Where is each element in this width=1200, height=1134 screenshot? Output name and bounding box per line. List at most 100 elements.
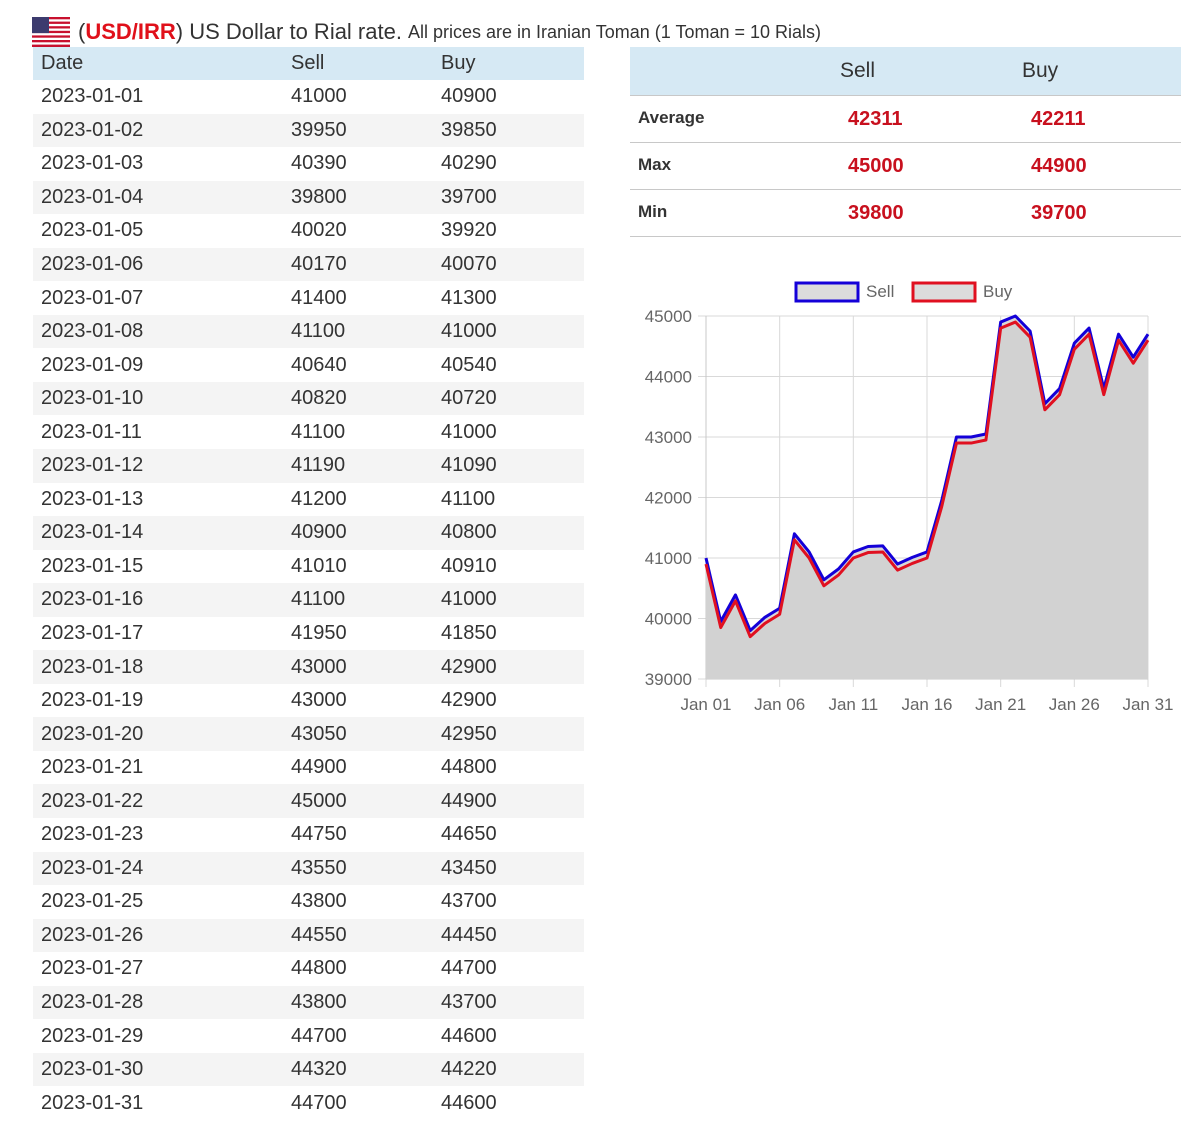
x-tick-label: Jan 06 bbox=[754, 695, 805, 714]
stats-buy-value: 44900 bbox=[1022, 142, 1181, 190]
buy-cell: 44900 bbox=[433, 784, 584, 819]
table-row: 2023-01-19 43000 42900 bbox=[33, 684, 584, 718]
table-row: 2023-01-27 44800 44700 bbox=[33, 952, 584, 986]
buy-cell: 42950 bbox=[433, 717, 584, 751]
buy-cell: 44600 bbox=[441, 1024, 497, 1047]
y-tick-label: 39000 bbox=[645, 670, 692, 689]
stats-row-min: Min 39800 39700 bbox=[630, 189, 1181, 237]
table-row: 2023-01-12 41190 41090 bbox=[33, 449, 584, 483]
currency-code: USD/IRR bbox=[85, 19, 176, 44]
date-cell: 2023-01-04 bbox=[33, 180, 283, 215]
sell-cell: 44750 bbox=[291, 823, 347, 846]
buy-cell: 43700 bbox=[441, 890, 497, 913]
series-area-buy bbox=[706, 322, 1148, 679]
date-cell: 2023-01-13 bbox=[41, 487, 144, 510]
table-row: 2023-01-26 44550 44450 bbox=[33, 918, 584, 953]
legend-swatch-buy bbox=[911, 281, 977, 303]
date-cell: 2023-01-05 bbox=[41, 219, 144, 242]
buy-cell: 40720 bbox=[433, 381, 584, 416]
sell-cell: 41100 bbox=[291, 420, 346, 443]
date-cell: 2023-01-18 bbox=[33, 650, 283, 684]
y-tick-label: 41000 bbox=[645, 549, 692, 568]
sell-cell: 41100 bbox=[283, 314, 433, 349]
buy-cell: 40070 bbox=[433, 247, 584, 282]
stats-table: Sell Buy Average 42311 42211 Max 45000 4… bbox=[630, 47, 1181, 237]
buy-cell: 42900 bbox=[433, 650, 584, 684]
x-tick-label: Jan 01 bbox=[680, 695, 731, 714]
sell-cell: 43800 bbox=[283, 985, 433, 1020]
stats-label: Max bbox=[630, 142, 839, 190]
series-line-buy bbox=[704, 320, 1150, 639]
buy-cell: 39700 bbox=[433, 180, 584, 215]
price-note: All prices are in Iranian Toman (1 Toman… bbox=[407, 21, 822, 42]
sell-cell: 43800 bbox=[291, 890, 347, 913]
y-tick-label: 42000 bbox=[645, 489, 692, 508]
buy-cell: 44600 bbox=[441, 1091, 497, 1114]
date-cell: 2023-01-28 bbox=[33, 985, 283, 1020]
date-cell: 2023-01-27 bbox=[41, 957, 144, 980]
table-row: 2023-01-15 41010 40910 bbox=[33, 550, 584, 584]
sell-cell: 40390 bbox=[291, 152, 347, 175]
date-cell: 2023-01-02 bbox=[33, 113, 283, 148]
stats-sell-header: Sell bbox=[630, 47, 1022, 96]
date-cell: 2023-01-08 bbox=[33, 314, 283, 349]
sell-cell: 43550 bbox=[283, 851, 433, 886]
date-cell: 2023-01-30 bbox=[33, 1052, 283, 1087]
date-cell: 2023-01-17 bbox=[41, 622, 144, 645]
date-cell: 2023-01-10 bbox=[33, 381, 283, 416]
legend-label: Buy bbox=[983, 282, 1013, 301]
sell-cell: 39950 bbox=[283, 113, 433, 148]
table-row: 2023-01-03 40390 40290 bbox=[33, 147, 584, 181]
buy-cell: 41000 bbox=[441, 420, 497, 443]
buy-cell: 40900 bbox=[441, 85, 497, 108]
date-cell: 2023-01-24 bbox=[33, 851, 283, 886]
table-row: 2023-01-04 39800 39700 bbox=[33, 180, 584, 215]
table-row: 2023-01-11 41100 41000 bbox=[33, 415, 584, 449]
table-row: 2023-01-21 44900 44800 bbox=[33, 751, 584, 785]
table-row: 2023-01-10 40820 40720 bbox=[33, 381, 584, 416]
sell-cell: 40820 bbox=[283, 381, 433, 416]
stats-label: Min bbox=[630, 189, 839, 237]
sell-cell: 41010 bbox=[291, 554, 347, 577]
buy-cell: 41000 bbox=[433, 314, 584, 349]
table-row: 2023-01-08 41100 41000 bbox=[33, 314, 584, 349]
sell-cell: 43000 bbox=[283, 650, 433, 684]
stats-sell-value: 45000 bbox=[839, 142, 1022, 190]
buy-cell: 43700 bbox=[433, 985, 584, 1020]
legend-label: Sell bbox=[866, 282, 894, 301]
sell-cell: 41000 bbox=[291, 85, 347, 108]
table-row: 2023-01-25 43800 43700 bbox=[33, 885, 584, 919]
date-cell: 2023-01-21 bbox=[41, 756, 144, 779]
table-row: 2023-01-17 41950 41850 bbox=[33, 617, 584, 651]
date-cell: 2023-01-22 bbox=[33, 784, 283, 819]
buy-cell: 39850 bbox=[433, 113, 584, 148]
buy-cell: 41100 bbox=[441, 487, 496, 510]
table-row: 2023-01-05 40020 39920 bbox=[33, 214, 584, 248]
buy-cell: 44800 bbox=[441, 756, 497, 779]
table-row: 2023-01-06 40170 40070 bbox=[33, 247, 584, 282]
stats-sell-value: 39800 bbox=[839, 189, 1022, 237]
buy-cell: 41300 bbox=[441, 286, 497, 309]
date-cell: 2023-01-25 bbox=[41, 890, 144, 913]
date-cell: 2023-01-31 bbox=[41, 1091, 144, 1114]
date-cell: 2023-01-20 bbox=[33, 717, 283, 751]
x-tick-label: Jan 11 bbox=[828, 695, 878, 714]
date-cell: 2023-01-29 bbox=[41, 1024, 144, 1047]
sell-cell: 41950 bbox=[291, 622, 347, 645]
sell-cell: 40900 bbox=[283, 516, 433, 550]
table-row: 2023-01-18 43000 42900 bbox=[33, 650, 584, 684]
buy-cell: 40800 bbox=[433, 516, 584, 550]
date-cell: 2023-01-19 bbox=[41, 689, 144, 712]
stats-row-max: Max 45000 44900 bbox=[630, 142, 1181, 190]
buy-cell: 40540 bbox=[441, 353, 497, 376]
x-tick-label: Jan 31 bbox=[1122, 695, 1173, 714]
page-header: (USD/IRR) US Dollar to Rial rate. All pr… bbox=[32, 14, 821, 50]
table-row: 2023-01-07 41400 41300 bbox=[33, 281, 584, 315]
table-row: 2023-01-13 41200 41100 bbox=[33, 483, 584, 517]
table-row: 2023-01-02 39950 39850 bbox=[33, 113, 584, 148]
sell-cell: 41190 bbox=[283, 449, 433, 483]
stats-buy-value: 39700 bbox=[1022, 189, 1181, 237]
sell-cell: 45000 bbox=[283, 784, 433, 819]
buy-cell: 39920 bbox=[441, 219, 497, 242]
table-row: 2023-01-29 44700 44600 bbox=[33, 1019, 584, 1053]
